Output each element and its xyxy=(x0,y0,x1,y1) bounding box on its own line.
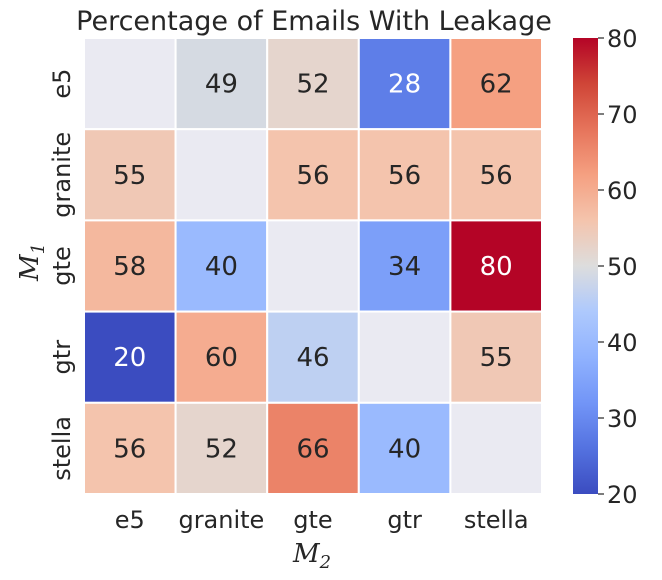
y-tick-granite: granite xyxy=(48,132,76,218)
heatmap-cell-granite-granite xyxy=(176,129,268,220)
x-axis-label-main: M xyxy=(292,539,321,569)
heatmap-cell-value: 34 xyxy=(388,252,421,282)
heatmap-cell-value: 56 xyxy=(388,161,421,191)
heatmap-cell-value: 20 xyxy=(113,343,146,373)
colorbar-tick-70: 70 xyxy=(607,101,638,129)
colorbar-tick-50: 50 xyxy=(607,253,638,281)
x-tick-gte: gte xyxy=(293,506,332,534)
heatmap-cell-value: 40 xyxy=(388,434,421,464)
heatmap-cell-value: 55 xyxy=(113,161,146,191)
x-tick-gtr: gtr xyxy=(387,506,422,534)
colorbar-tick-30: 30 xyxy=(607,405,638,433)
colorbar xyxy=(573,38,598,494)
x-tick-granite: granite xyxy=(178,506,264,534)
colorbar-tick-40: 40 xyxy=(607,329,638,357)
x-tick-labels: e5 granite gte gtr stella xyxy=(115,506,529,534)
heatmap-cell-value: 52 xyxy=(296,70,329,100)
colorbar-tick-60: 60 xyxy=(607,177,638,205)
y-tick-stella: stella xyxy=(48,416,76,481)
heatmap-cell-value: 46 xyxy=(296,343,329,373)
heatmap-cell-gtr-gtr xyxy=(359,312,451,403)
heatmap-cell-value: 49 xyxy=(205,70,238,100)
heatmap-cell-value: 56 xyxy=(296,161,329,191)
heatmap-cell-value: 55 xyxy=(480,343,513,373)
y-axis-label-subscript: 1 xyxy=(28,243,49,254)
heatmap-cell-value: 66 xyxy=(296,434,329,464)
heatmap-cell-gte-gte xyxy=(267,220,359,311)
heatmap-cell-value: 40 xyxy=(205,252,238,282)
y-tick-e5: e5 xyxy=(48,69,76,99)
y-tick-gtr: gtr xyxy=(48,340,76,375)
x-tick-e5: e5 xyxy=(115,506,145,534)
y-axis-label: M1 xyxy=(15,243,49,282)
heatmap-cell-value: 52 xyxy=(205,434,238,464)
heatmap-cell-value: 28 xyxy=(388,70,421,100)
x-tick-stella: stella xyxy=(464,506,529,534)
heatmap-cell-value: 80 xyxy=(480,252,513,282)
heatmap-cells: 49 52 28 62 55 56 56 56 58 40 34 80 20 60 46 55 56 52 66 40 xyxy=(84,38,542,494)
heatmap-cell-value: 56 xyxy=(113,434,146,464)
heatmap-cell-value: 60 xyxy=(205,343,238,373)
y-tick-gte: gte xyxy=(48,246,76,285)
chart-title: Percentage of Emails With Leakage xyxy=(76,6,552,37)
colorbar-tick-80: 80 xyxy=(607,25,638,53)
x-axis-label: M2 xyxy=(292,539,331,573)
heatmap-cell-stella-stella xyxy=(450,403,542,494)
heatmap-cell-e5-e5 xyxy=(84,38,176,129)
x-axis-label-subscript: 2 xyxy=(319,552,331,573)
heatmap-cell-value: 56 xyxy=(480,161,513,191)
colorbar-tick-20: 20 xyxy=(607,481,638,509)
colorbar-ticks: 20 30 40 50 60 70 80 xyxy=(598,25,638,509)
y-axis-label-main: M xyxy=(15,253,45,282)
y-tick-labels: e5 granite gte gtr stella xyxy=(48,69,76,481)
heatmap-cell-value: 62 xyxy=(480,70,513,100)
heatmap-cell-value: 58 xyxy=(113,252,146,282)
